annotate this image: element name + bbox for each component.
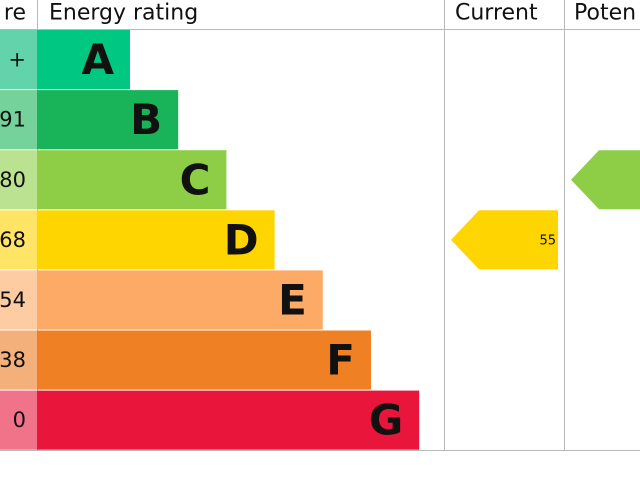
score-label: 68 [0, 228, 26, 252]
score-label: + [8, 48, 26, 72]
rating-bar [37, 90, 179, 150]
rating-bar [37, 150, 227, 210]
score-cell [0, 90, 37, 150]
rating-bar [37, 30, 130, 90]
score-cell [0, 210, 37, 270]
potential-header: Poten [574, 1, 636, 26]
rating-bar [37, 210, 275, 270]
score-label: 54 [0, 288, 26, 312]
score-header: re [4, 1, 26, 26]
current-header: Current [455, 1, 538, 26]
rating-letter: D [224, 215, 259, 264]
score-label: 0 [13, 408, 26, 432]
rating-letter: G [369, 396, 403, 445]
rating-letter: F [326, 336, 355, 385]
score-cell [0, 390, 37, 450]
rating-bar [37, 390, 420, 450]
rating-letter: A [81, 35, 114, 84]
score-label: 91 [0, 108, 26, 132]
score-cell [0, 330, 37, 390]
rating-letter: E [278, 275, 307, 324]
score-cell [0, 150, 37, 210]
current-value: 55 [539, 233, 556, 248]
current-arrow [451, 210, 558, 270]
rating-bar [37, 270, 323, 330]
rating-letter: C [180, 155, 211, 204]
rating-header: Energy rating [49, 1, 198, 26]
rating-bar [37, 330, 371, 390]
rating-letter: B [130, 95, 162, 144]
potential-arrow [571, 150, 640, 210]
score-cell [0, 270, 37, 330]
score-label: 80 [0, 168, 26, 192]
score-cell [0, 30, 37, 90]
score-label: 38 [0, 348, 26, 372]
